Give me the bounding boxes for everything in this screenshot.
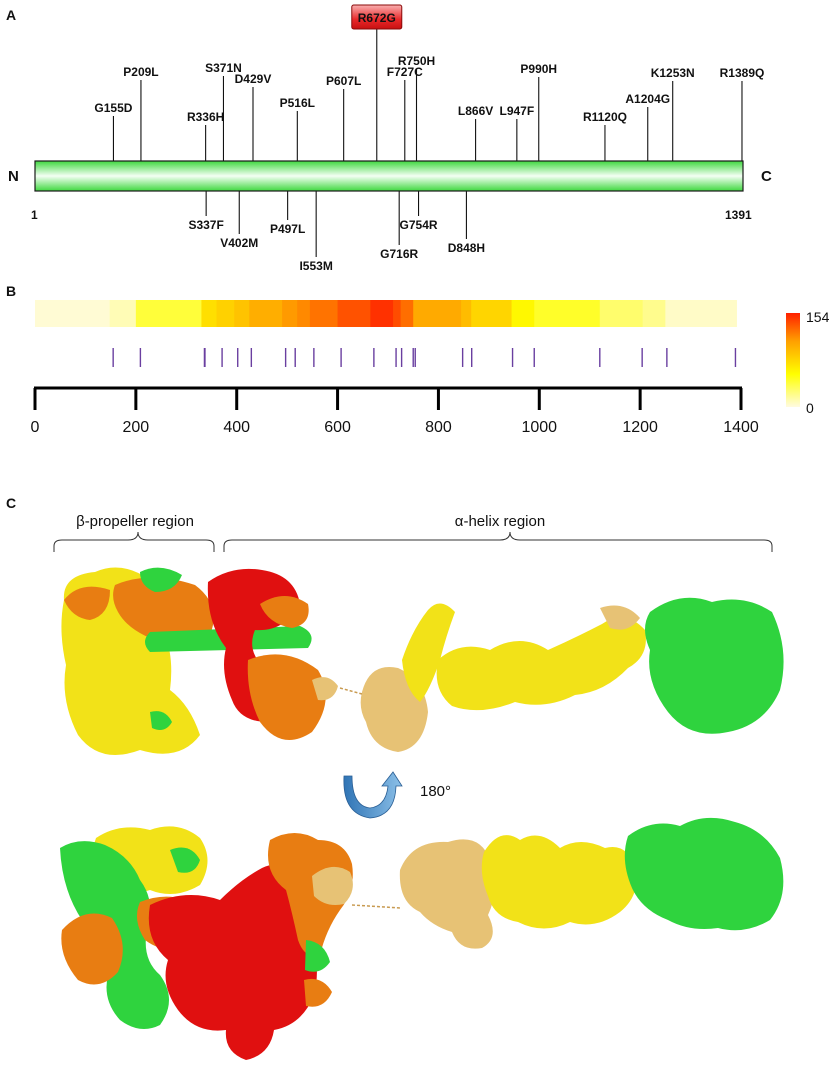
mutation-p497l-label: P497L	[270, 222, 305, 236]
mutation-r750h-label: R750H	[398, 54, 435, 68]
mutation-k1253n-label: K1253N	[651, 66, 695, 80]
mutation-v402m-label: V402M	[220, 236, 258, 250]
x-axis-tick-label: 600	[324, 419, 351, 436]
panel-a-label: A	[6, 7, 16, 23]
heatmap-segment	[393, 300, 402, 327]
heatmap-segment	[400, 300, 414, 327]
protein-structure-top	[61, 567, 784, 755]
highlight-mutation-box	[351, 4, 403, 30]
mutation-r1120q-label: R1120Q	[583, 110, 627, 124]
alpha-helix-region-label: α-helix region	[455, 513, 545, 530]
beta-propeller-region-label: β-propeller region	[76, 513, 194, 530]
heatmap-segment	[665, 300, 737, 327]
x-axis-tick-label: 800	[425, 419, 452, 436]
heatmap-segment	[297, 300, 311, 327]
mutation-a1204g-label: A1204G	[625, 92, 670, 106]
x-axis-tick-label: 1200	[622, 419, 658, 436]
x-axis: 0 200 400 600 800 1000 1200 1400	[31, 386, 759, 436]
colorbar	[786, 313, 800, 407]
mutation-d848h-label: D848H	[448, 241, 485, 255]
heatmap-segment	[234, 300, 250, 327]
heatmap-segment	[216, 300, 235, 327]
mutation-p990h-label: P990H	[520, 62, 557, 76]
heatmap-segment	[135, 300, 202, 327]
heatmap-segment	[249, 300, 283, 327]
rotation-label: 180°	[420, 783, 451, 800]
mutation-f727c-label: F727C	[387, 65, 423, 79]
highlight-mutation-label: R672G	[358, 11, 396, 25]
heatmap-segment	[534, 300, 601, 327]
colorbar-max-label: 154	[806, 309, 829, 325]
x-axis-tick-label: 1400	[723, 419, 759, 436]
colorbar-min-label: 0	[806, 400, 814, 416]
heatmap-segment	[35, 300, 111, 327]
beta-propeller-bracket	[53, 531, 215, 552]
x-axis-tick-label: 200	[123, 419, 150, 436]
n-terminus-label: N	[8, 168, 19, 185]
heatmap-segment	[461, 300, 472, 327]
heatmap-segment	[413, 300, 462, 327]
mutation-tick-marks	[112, 348, 737, 367]
mutation-p516l-label: P516L	[280, 96, 315, 110]
panel-c-label: C	[6, 495, 16, 511]
mutation-p209l-label: P209L	[123, 65, 158, 79]
heatmap-segment	[201, 300, 218, 327]
mutation-l947f-label: L947F	[500, 104, 535, 118]
mutation-l866v-label: L866V	[458, 104, 493, 118]
mutation-g155d-label: G155D	[94, 101, 132, 115]
protein-bar	[34, 160, 744, 192]
mutation-r1389q-label: R1389Q	[720, 66, 765, 80]
mutation-d429v-label: D429V	[235, 72, 272, 86]
mutation-s371n-label: S371N	[205, 61, 242, 75]
c-terminus-label: C	[761, 168, 772, 185]
mutation-g716r-label: G716R	[380, 247, 418, 261]
start-position-label: 1	[31, 208, 38, 222]
mutation-stems	[112, 29, 743, 257]
mutation-r336h-label: R336H	[187, 110, 224, 124]
panel-b-label: B	[6, 283, 16, 299]
x-axis-tick-label: 400	[223, 419, 250, 436]
mutation-p607l-label: P607L	[326, 74, 361, 88]
protein-structure-bottom	[60, 817, 784, 1060]
heatmap-segment	[511, 300, 535, 327]
x-axis-tick-label: 0	[31, 419, 40, 436]
heatmap-segment	[471, 300, 513, 327]
heatmap-segment	[337, 300, 371, 327]
end-position-label: 1391	[725, 208, 752, 222]
alpha-helix-bracket	[223, 531, 773, 552]
heatmap-segment	[599, 300, 644, 327]
mutation-g754r-label: G754R	[400, 218, 438, 232]
mutation-i553m-label: I553M	[299, 259, 332, 273]
heatmap-segment	[642, 300, 666, 327]
heatmap-segment	[370, 300, 394, 327]
heatmap-segment	[282, 300, 298, 327]
heatmap-segment	[109, 300, 137, 327]
highlight-mutation: R672G	[351, 4, 403, 30]
rotation-arrow-icon	[343, 771, 403, 819]
x-axis-tick-label: 1000	[521, 419, 557, 436]
mutation-s337f-label: S337F	[188, 218, 223, 232]
heatmap-segment	[309, 300, 339, 327]
heatmap-strip	[35, 300, 737, 327]
